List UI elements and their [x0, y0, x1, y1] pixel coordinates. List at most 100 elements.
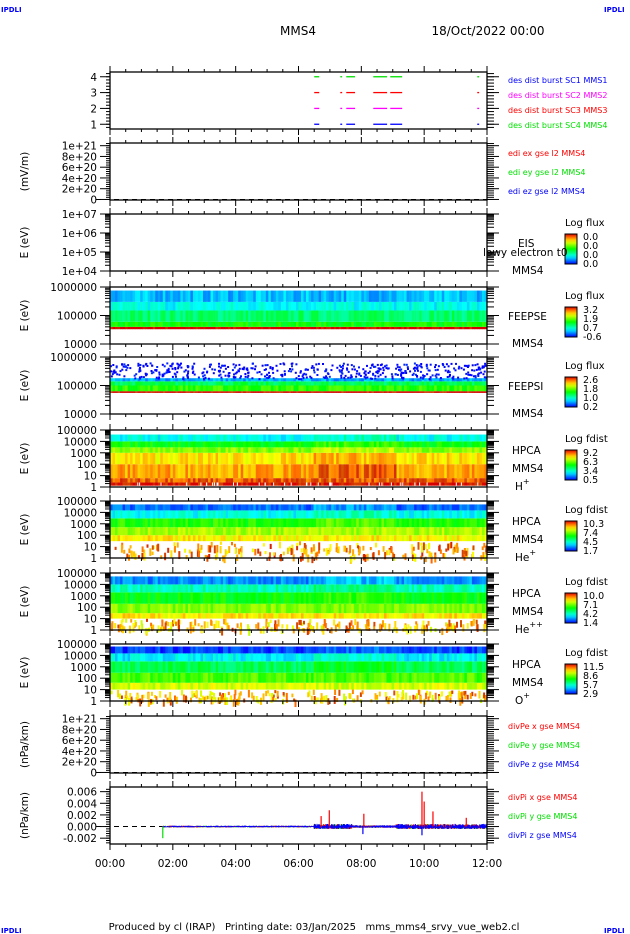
- spectrogram-cell: [351, 613, 355, 619]
- spectrogram-cell: [117, 381, 121, 386]
- spectrogram-cell: [336, 301, 340, 311]
- spectrogram-cell: [110, 510, 113, 519]
- spectrogram-cell: [326, 613, 329, 619]
- spectrogram-cell: [298, 434, 302, 442]
- spectrogram-cell: [223, 321, 226, 327]
- spectrogram-cell: [331, 321, 334, 327]
- spectrogram-cell: [278, 447, 282, 453]
- spectrogram-cell: [431, 535, 435, 542]
- spectrogram-cell: [434, 391, 438, 393]
- spectrogram-cell: [449, 441, 453, 448]
- spectrogram-cell: [454, 527, 458, 536]
- spectrogram-cell: [368, 613, 372, 619]
- spectrogram-sparse-point: [382, 546, 385, 552]
- spectrogram-cell: [155, 613, 159, 619]
- spectrogram-sparse-point: [478, 366, 481, 369]
- spectrogram-cell: [328, 326, 332, 330]
- spectrogram-cell: [306, 441, 309, 448]
- spectrogram-cell: [316, 464, 319, 479]
- spectrogram-cell: [280, 527, 284, 536]
- spectrogram-cell: [441, 326, 445, 330]
- spectrogram-cell: [283, 527, 287, 536]
- spectrogram-cell: [318, 482, 322, 486]
- spectrogram-cell: [263, 535, 267, 542]
- spectrogram-cell: [228, 290, 231, 302]
- spectrogram-cell: [172, 518, 176, 528]
- spectrogram-sparse-point: [187, 365, 190, 368]
- spectrogram-cell: [195, 535, 199, 542]
- spectrogram-cell: [228, 447, 231, 453]
- spectrogram-sparse-point: [154, 369, 157, 372]
- spectrogram-cell: [358, 482, 362, 486]
- spectrogram-cell: [471, 326, 475, 330]
- spectrogram-cell: [326, 290, 329, 302]
- spectrogram-cell: [248, 613, 252, 619]
- spectrogram-cell: [414, 378, 417, 382]
- spectrogram-cell: [145, 535, 148, 542]
- spectrogram-cell: [270, 447, 274, 453]
- spectrogram-cell: [145, 301, 148, 311]
- spectrogram-cell: [160, 478, 164, 483]
- spectrogram-sparse-point: [447, 543, 450, 551]
- spectrogram-cell: [396, 527, 400, 536]
- spectrogram-cell: [351, 527, 355, 536]
- spectrogram-cell: [313, 478, 317, 483]
- spectrogram-cell: [396, 310, 400, 322]
- spectrogram-cell: [419, 321, 422, 327]
- spectrogram-cell: [394, 310, 397, 322]
- spectrogram-cell: [205, 378, 209, 382]
- spectrogram-cell: [265, 482, 269, 486]
- spectrogram-cell: [464, 326, 468, 330]
- spectrogram-cell: [323, 391, 327, 393]
- spectrogram-cell: [195, 321, 199, 327]
- spectrogram-cell: [451, 301, 455, 311]
- spectrogram-gap: [306, 482, 308, 486]
- spectrogram-cell: [311, 290, 314, 302]
- spectrogram-cell: [260, 441, 264, 448]
- spectrogram-cell: [409, 447, 412, 453]
- spectrogram-gap: [160, 482, 162, 486]
- spectrogram-cell: [285, 441, 289, 448]
- spectrogram-cell: [358, 326, 362, 330]
- spectrogram-cell: [278, 310, 282, 322]
- spectrogram-cell: [313, 527, 317, 536]
- spectrogram-cell: [110, 326, 113, 330]
- spectrogram-cell: [298, 381, 302, 386]
- spectrogram-gap: [381, 482, 383, 486]
- spectrogram-sparse-point: [173, 542, 176, 547]
- spectrogram-cell: [381, 447, 385, 453]
- spectrogram-cell: [175, 447, 179, 453]
- spectrogram-cell: [331, 478, 334, 483]
- spectrogram-sparse-point: [129, 545, 132, 549]
- spectrogram-sparse-point: [422, 376, 425, 379]
- spectrogram-cell: [135, 441, 138, 448]
- spectrogram-cell: [399, 290, 402, 302]
- spectrogram-sparse-point: [325, 547, 328, 556]
- spectrogram-cell: [225, 441, 229, 448]
- spectrogram-cell: [130, 381, 133, 386]
- spectrogram-cell: [290, 385, 294, 392]
- spectrogram-cell: [147, 518, 151, 528]
- spectrogram-cell: [426, 535, 430, 542]
- spectrogram-cell: [167, 613, 171, 619]
- spectrogram-cell: [444, 478, 448, 483]
- spectrogram-cell: [140, 535, 143, 542]
- spectrogram-cell: [326, 447, 329, 453]
- spectrogram-cell: [396, 510, 400, 519]
- spectrogram-sparse-point: [203, 374, 206, 377]
- spectrogram-cell: [368, 290, 372, 302]
- spectrogram-sparse-point: [415, 364, 418, 367]
- species-name: He: [515, 552, 529, 564]
- spectrogram-cell: [225, 504, 229, 511]
- spectrogram-cell: [391, 447, 395, 453]
- spectrogram-cell: [180, 378, 184, 382]
- spectrogram-cell: [361, 385, 365, 392]
- spectrogram-cell: [471, 441, 475, 448]
- spectrogram-sparse-point: [315, 363, 318, 366]
- spectrogram-sparse-point: [296, 545, 299, 551]
- spectrogram-cell: [278, 535, 282, 542]
- spectrogram-cell: [240, 535, 244, 542]
- spectrogram-cell: [122, 434, 126, 442]
- spectrogram-sparse-point: [178, 551, 181, 560]
- spectrogram-sparse-point: [291, 544, 294, 549]
